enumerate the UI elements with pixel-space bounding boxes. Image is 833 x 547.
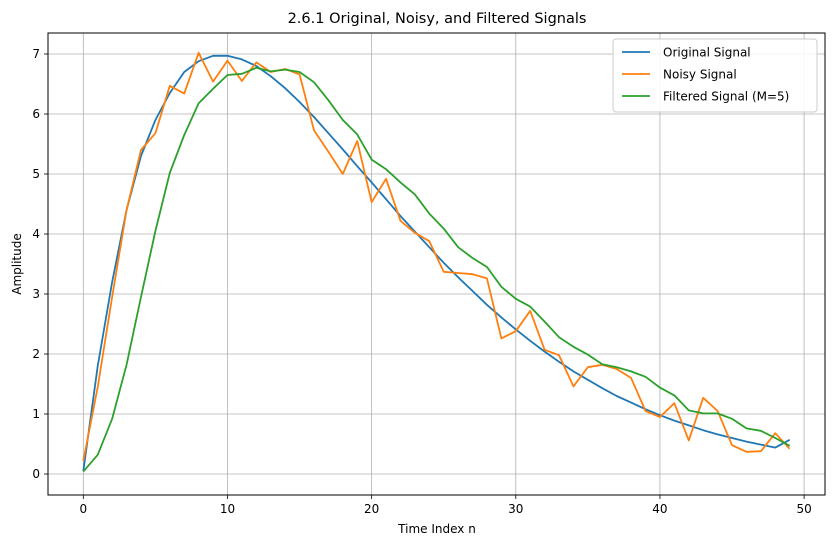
y-axis-ticks: 0 1 2 3 4 5 6 7: [32, 47, 48, 481]
series-line-3: [82, 66, 791, 473]
x-axis-label: Time Index n: [397, 522, 476, 536]
y-axis-label: Amplitude: [10, 233, 24, 295]
y-tick-label: 7: [32, 47, 40, 61]
legend-label: Original Signal: [663, 46, 751, 60]
series-line-2: [82, 51, 791, 461]
series-lines: [82, 51, 791, 473]
y-tick-label: 3: [32, 287, 40, 301]
y-tick-label: 2: [32, 347, 40, 361]
y-tick-label: 4: [32, 227, 40, 241]
x-tick-label: 30: [508, 502, 523, 516]
y-tick-label: 6: [32, 107, 40, 121]
x-axis-ticks: 0 10 20 30 40 50: [79, 495, 812, 516]
legend-label: Noisy Signal: [663, 68, 737, 82]
y-tick-label: 5: [32, 167, 40, 181]
y-tick-label: 1: [32, 407, 40, 421]
x-tick-label: 0: [79, 502, 87, 516]
x-tick-label: 20: [364, 502, 379, 516]
y-tick-label: 0: [32, 467, 40, 481]
x-tick-label: 50: [796, 502, 811, 516]
x-tick-label: 10: [220, 502, 235, 516]
plot-frame: [47, 32, 826, 496]
legend-label: Filtered Signal (M=5): [663, 90, 789, 104]
legend: Original Signal Noisy Signal Filtered Sign…: [612, 38, 818, 113]
legend-box: [612, 38, 818, 113]
grid: [48, 33, 825, 495]
x-tick-label: 40: [652, 502, 667, 516]
chart-title: 2.6.1 Original, Noisy, and Filtered Sign…: [288, 11, 587, 27]
